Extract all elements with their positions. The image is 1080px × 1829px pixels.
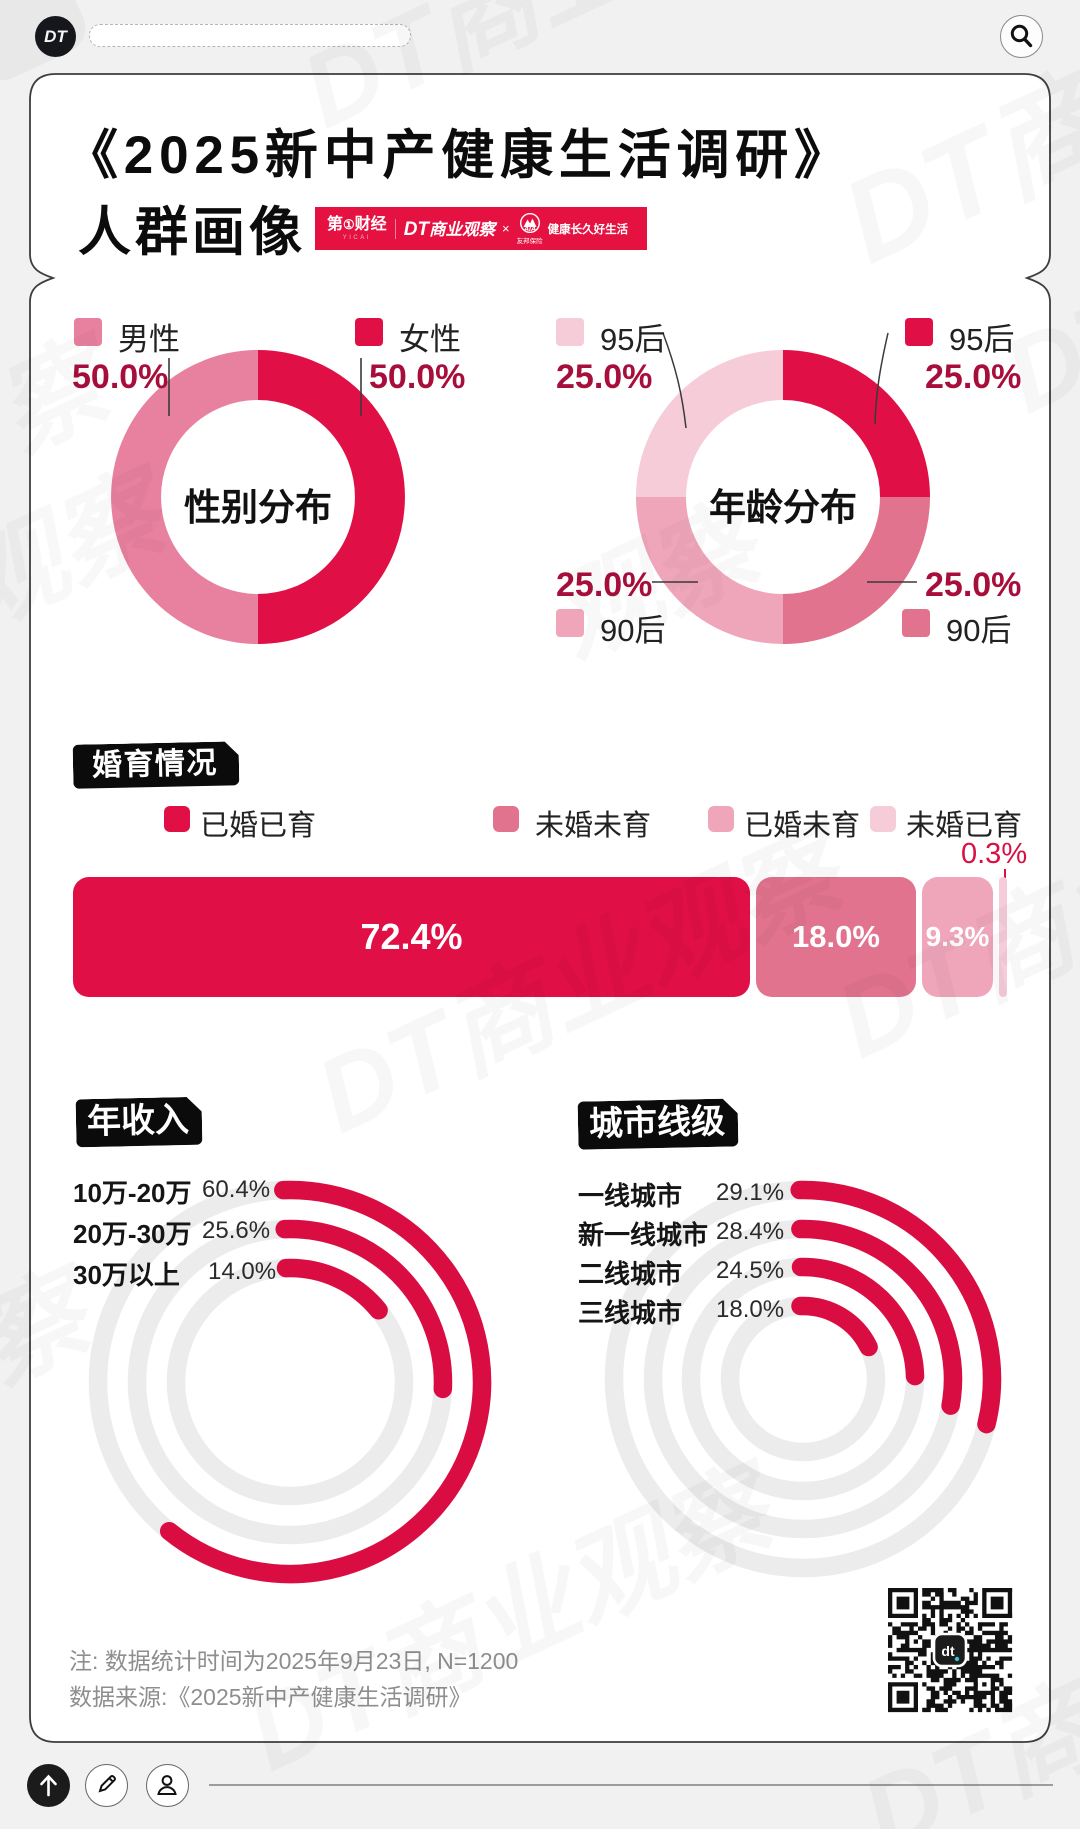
svg-text:AIA: AIA	[523, 226, 536, 233]
svg-text:dt: dt	[941, 1643, 955, 1659]
